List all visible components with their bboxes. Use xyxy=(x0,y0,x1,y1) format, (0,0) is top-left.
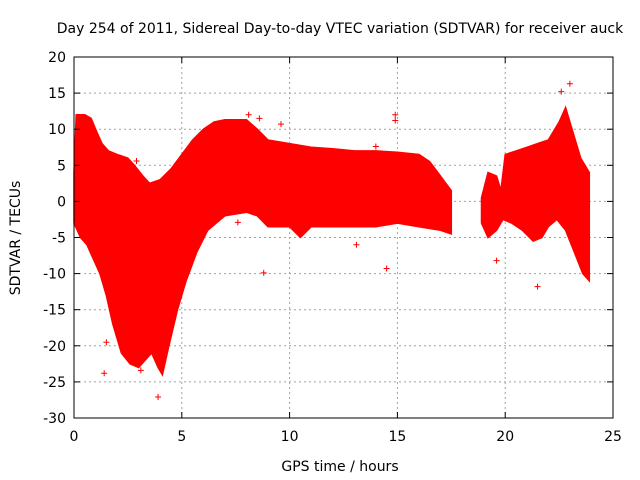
y-tick-label: 0 xyxy=(57,194,66,210)
y-tick-label: -30 xyxy=(43,411,66,427)
axes: -30 -25 -20 -15 -10 -5 0 5 10 15 20 0 5 10 15 20 25 xyxy=(43,50,622,445)
y-tick-label: -5 xyxy=(52,231,66,247)
outlier-marker xyxy=(256,115,263,122)
outlier-marker xyxy=(493,257,500,264)
x-tick-label: 10 xyxy=(281,429,299,445)
x-tick-label: 5 xyxy=(177,429,186,445)
outlier-marker xyxy=(103,339,110,346)
chart-title: Day 254 of 2011, Sidereal Day-to-day VTE… xyxy=(57,21,624,37)
grid-lines xyxy=(74,57,613,418)
outlier-marker xyxy=(234,219,241,226)
outlier-marker xyxy=(245,111,252,118)
y-tick-label: 20 xyxy=(48,50,66,66)
x-tick-label: 20 xyxy=(496,429,514,445)
data-layer xyxy=(73,80,591,401)
x-axis-label: GPS time / hours xyxy=(281,459,398,475)
x-tick-label: 25 xyxy=(604,429,622,445)
outlier-marker xyxy=(155,394,162,401)
y-tick-label: 15 xyxy=(48,86,66,102)
outlier-marker xyxy=(392,117,399,124)
data-band xyxy=(73,114,453,377)
outlier-marker xyxy=(137,367,144,374)
outlier-marker xyxy=(383,265,390,272)
y-tick-label: -10 xyxy=(43,267,66,283)
y-tick-label: -20 xyxy=(43,339,66,355)
outlier-marker xyxy=(260,269,267,276)
outlier-marker xyxy=(534,283,541,290)
outlier-marker xyxy=(133,157,140,164)
y-tick-label: -25 xyxy=(43,375,66,391)
x-tick-label: 15 xyxy=(388,429,406,445)
y-axis-label: SDTVAR / TECUs xyxy=(8,181,24,296)
y-tick-label: -15 xyxy=(43,303,66,319)
data-band xyxy=(480,105,591,283)
outlier-marker xyxy=(101,370,108,377)
outlier-marker xyxy=(372,143,379,150)
x-tick-label: 0 xyxy=(70,429,79,445)
outlier-marker xyxy=(392,111,399,118)
outlier-marker xyxy=(558,88,565,95)
y-tick-label: 5 xyxy=(57,158,66,174)
outlier-marker xyxy=(566,80,573,87)
y-tick-label: 10 xyxy=(48,122,66,138)
outlier-marker xyxy=(353,241,360,248)
outlier-marker xyxy=(277,121,284,128)
